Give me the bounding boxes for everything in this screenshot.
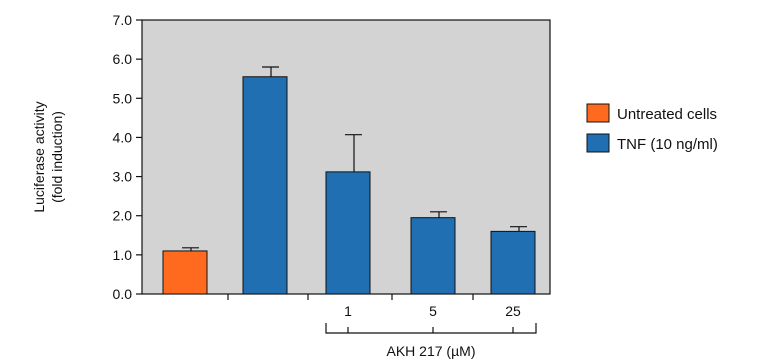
x-bracket-label: AKH 217 (µM) — [387, 343, 476, 359]
x-tick-label: 1 — [344, 303, 352, 319]
bar — [162, 250, 208, 295]
x-bracket — [325, 323, 537, 334]
legend-label: TNF (10 ng/ml) — [617, 136, 718, 153]
bar — [325, 171, 371, 295]
bar — [410, 217, 456, 295]
x-tick-label: 25 — [505, 303, 521, 319]
y-tick-label: 0.0 — [113, 286, 133, 302]
y-tick-label: 4.0 — [113, 129, 133, 145]
legend-swatch — [586, 103, 610, 123]
y-axis-label-line2: (fold induction) — [49, 111, 65, 203]
y-axis-label-line1: Luciferase activity — [31, 101, 47, 212]
y-tick-label: 7.0 — [113, 12, 133, 28]
y-tick-label: 5.0 — [113, 90, 133, 106]
legend: Untreated cells TNF (10 ng/ml) — [586, 103, 718, 153]
y-tick-label: 1.0 — [113, 247, 133, 263]
bar — [490, 230, 536, 295]
y-tick-label: 2.0 — [113, 208, 133, 224]
bar — [242, 76, 288, 295]
y-tick-label: 3.0 — [113, 169, 133, 185]
x-tick-label: 5 — [429, 303, 437, 319]
y-tick-label: 6.0 — [113, 51, 133, 67]
legend-label: Untreated cells — [617, 106, 717, 123]
legend-swatch — [586, 133, 610, 153]
